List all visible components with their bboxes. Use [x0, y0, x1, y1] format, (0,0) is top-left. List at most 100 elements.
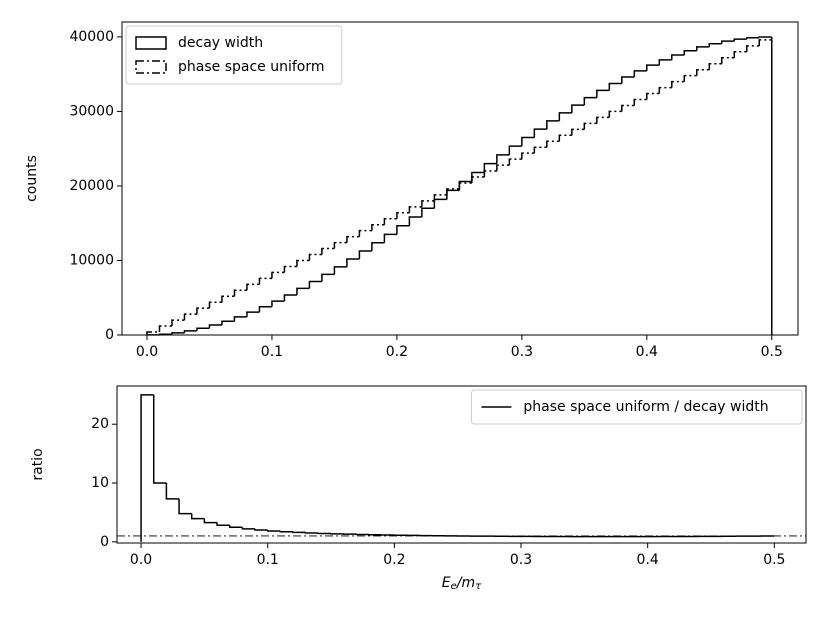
- histogram-step: [621, 104, 635, 112]
- histogram-step: [241, 527, 256, 530]
- x-tick-label: 0.0: [136, 344, 158, 360]
- histogram-step: [546, 140, 560, 148]
- histogram-step: [233, 289, 247, 297]
- x-axis-label-part: E: [442, 575, 451, 591]
- histogram-step: [608, 110, 622, 118]
- histogram-step: [396, 225, 410, 235]
- x-tick-label: 0.2: [383, 552, 405, 568]
- histogram-step: [203, 518, 218, 524]
- histogram-step: [317, 532, 332, 535]
- histogram-step: [533, 128, 547, 138]
- histogram-step: [178, 498, 192, 515]
- histogram-step: [658, 86, 672, 94]
- histogram-step: [646, 64, 660, 71]
- histogram-step: [408, 216, 422, 226]
- histogram-step: [583, 122, 597, 130]
- histogram-step: [371, 242, 385, 252]
- x-tick-label: 0.3: [511, 344, 533, 360]
- legend-box: [470, 389, 803, 425]
- y-tick-label: 20000: [69, 178, 114, 194]
- histogram-step: [558, 112, 572, 121]
- histogram-step: [171, 319, 185, 327]
- histogram-step: [596, 89, 610, 98]
- histogram-step: [221, 320, 235, 325]
- histogram-step: [621, 76, 635, 84]
- histogram-step: [508, 158, 522, 166]
- histogram-step: [196, 307, 210, 315]
- axes-frame: [116, 385, 807, 544]
- histogram-step: [183, 330, 197, 333]
- x-axis-label: Ee/mτ: [442, 575, 482, 592]
- histogram-step: [190, 513, 205, 520]
- x-tick-label: 0.4: [636, 344, 658, 360]
- histogram-step: [608, 82, 622, 91]
- histogram-step: [596, 116, 610, 124]
- histogram-step: [458, 182, 472, 189]
- x-axis-label-part: /m: [455, 575, 475, 591]
- histogram-step: [696, 46, 710, 51]
- histogram-step: [371, 223, 385, 231]
- histogram-step: [383, 217, 397, 225]
- histogram-step: [140, 394, 154, 542]
- histogram-step: [158, 325, 172, 333]
- y-tick-label: 30000: [69, 103, 114, 119]
- histogram-step: [296, 287, 310, 295]
- histogram-step: [533, 146, 547, 154]
- histogram-step: [496, 164, 510, 172]
- histogram-step: [758, 39, 772, 46]
- y-tick-label: 10: [91, 475, 109, 491]
- histogram-step: [321, 273, 335, 282]
- histogram-step: [266, 530, 281, 532]
- histogram-step: [383, 233, 397, 243]
- histogram-step: [221, 295, 235, 303]
- x-tick-label: 0.5: [763, 552, 785, 568]
- histogram-step: [546, 120, 560, 130]
- histogram-step: [446, 189, 460, 200]
- histogram-step: [228, 525, 243, 529]
- histogram-step: [658, 59, 672, 66]
- histogram-step: [279, 530, 294, 533]
- histogram-step: [433, 194, 447, 201]
- histogram-step: [508, 145, 522, 155]
- histogram-step: [421, 200, 435, 207]
- y-tick-label: 10000: [69, 252, 114, 268]
- histogram-step: [146, 331, 160, 335]
- histogram-step: [233, 316, 247, 322]
- histogram-step: [246, 311, 260, 317]
- histogram-step: [633, 70, 647, 77]
- x-axis-label-part: τ: [475, 581, 482, 592]
- histogram-step: [721, 57, 735, 64]
- histogram-step: [571, 104, 585, 113]
- histogram-step: [733, 38, 747, 42]
- y-axis-label: counts: [24, 155, 40, 202]
- y-tick-label: 20: [91, 416, 109, 432]
- legend-label: phase space uniform / decay width: [523, 399, 768, 415]
- y-axis-label: ratio: [30, 448, 46, 480]
- histogram-step: [521, 136, 535, 147]
- histogram-step: [708, 62, 722, 70]
- histogram-step: [758, 36, 772, 38]
- histogram-step: [683, 49, 697, 56]
- histogram-step: [646, 92, 660, 100]
- histogram-step: [246, 283, 260, 291]
- histogram-step: [304, 532, 319, 534]
- legend-swatch: [135, 60, 167, 74]
- histogram-step: [571, 128, 585, 136]
- histogram-step: [333, 266, 347, 275]
- x-tick-label: 0.0: [130, 552, 152, 568]
- y-tick-label: 40000: [69, 29, 114, 45]
- histogram-step: [283, 294, 297, 302]
- histogram-step: [346, 235, 360, 243]
- histogram-step: [308, 280, 322, 289]
- x-tick-label: 0.2: [386, 344, 408, 360]
- histogram-step: [433, 198, 447, 209]
- histogram-step: [254, 528, 268, 531]
- histogram-step: [358, 229, 372, 237]
- histogram-step: [216, 522, 230, 527]
- histogram-step: [583, 96, 597, 106]
- histogram-step: [321, 247, 335, 255]
- histogram-step: [152, 394, 167, 484]
- histogram-step: [408, 206, 422, 213]
- histogram-step: [171, 332, 185, 335]
- histogram-step: [633, 98, 647, 106]
